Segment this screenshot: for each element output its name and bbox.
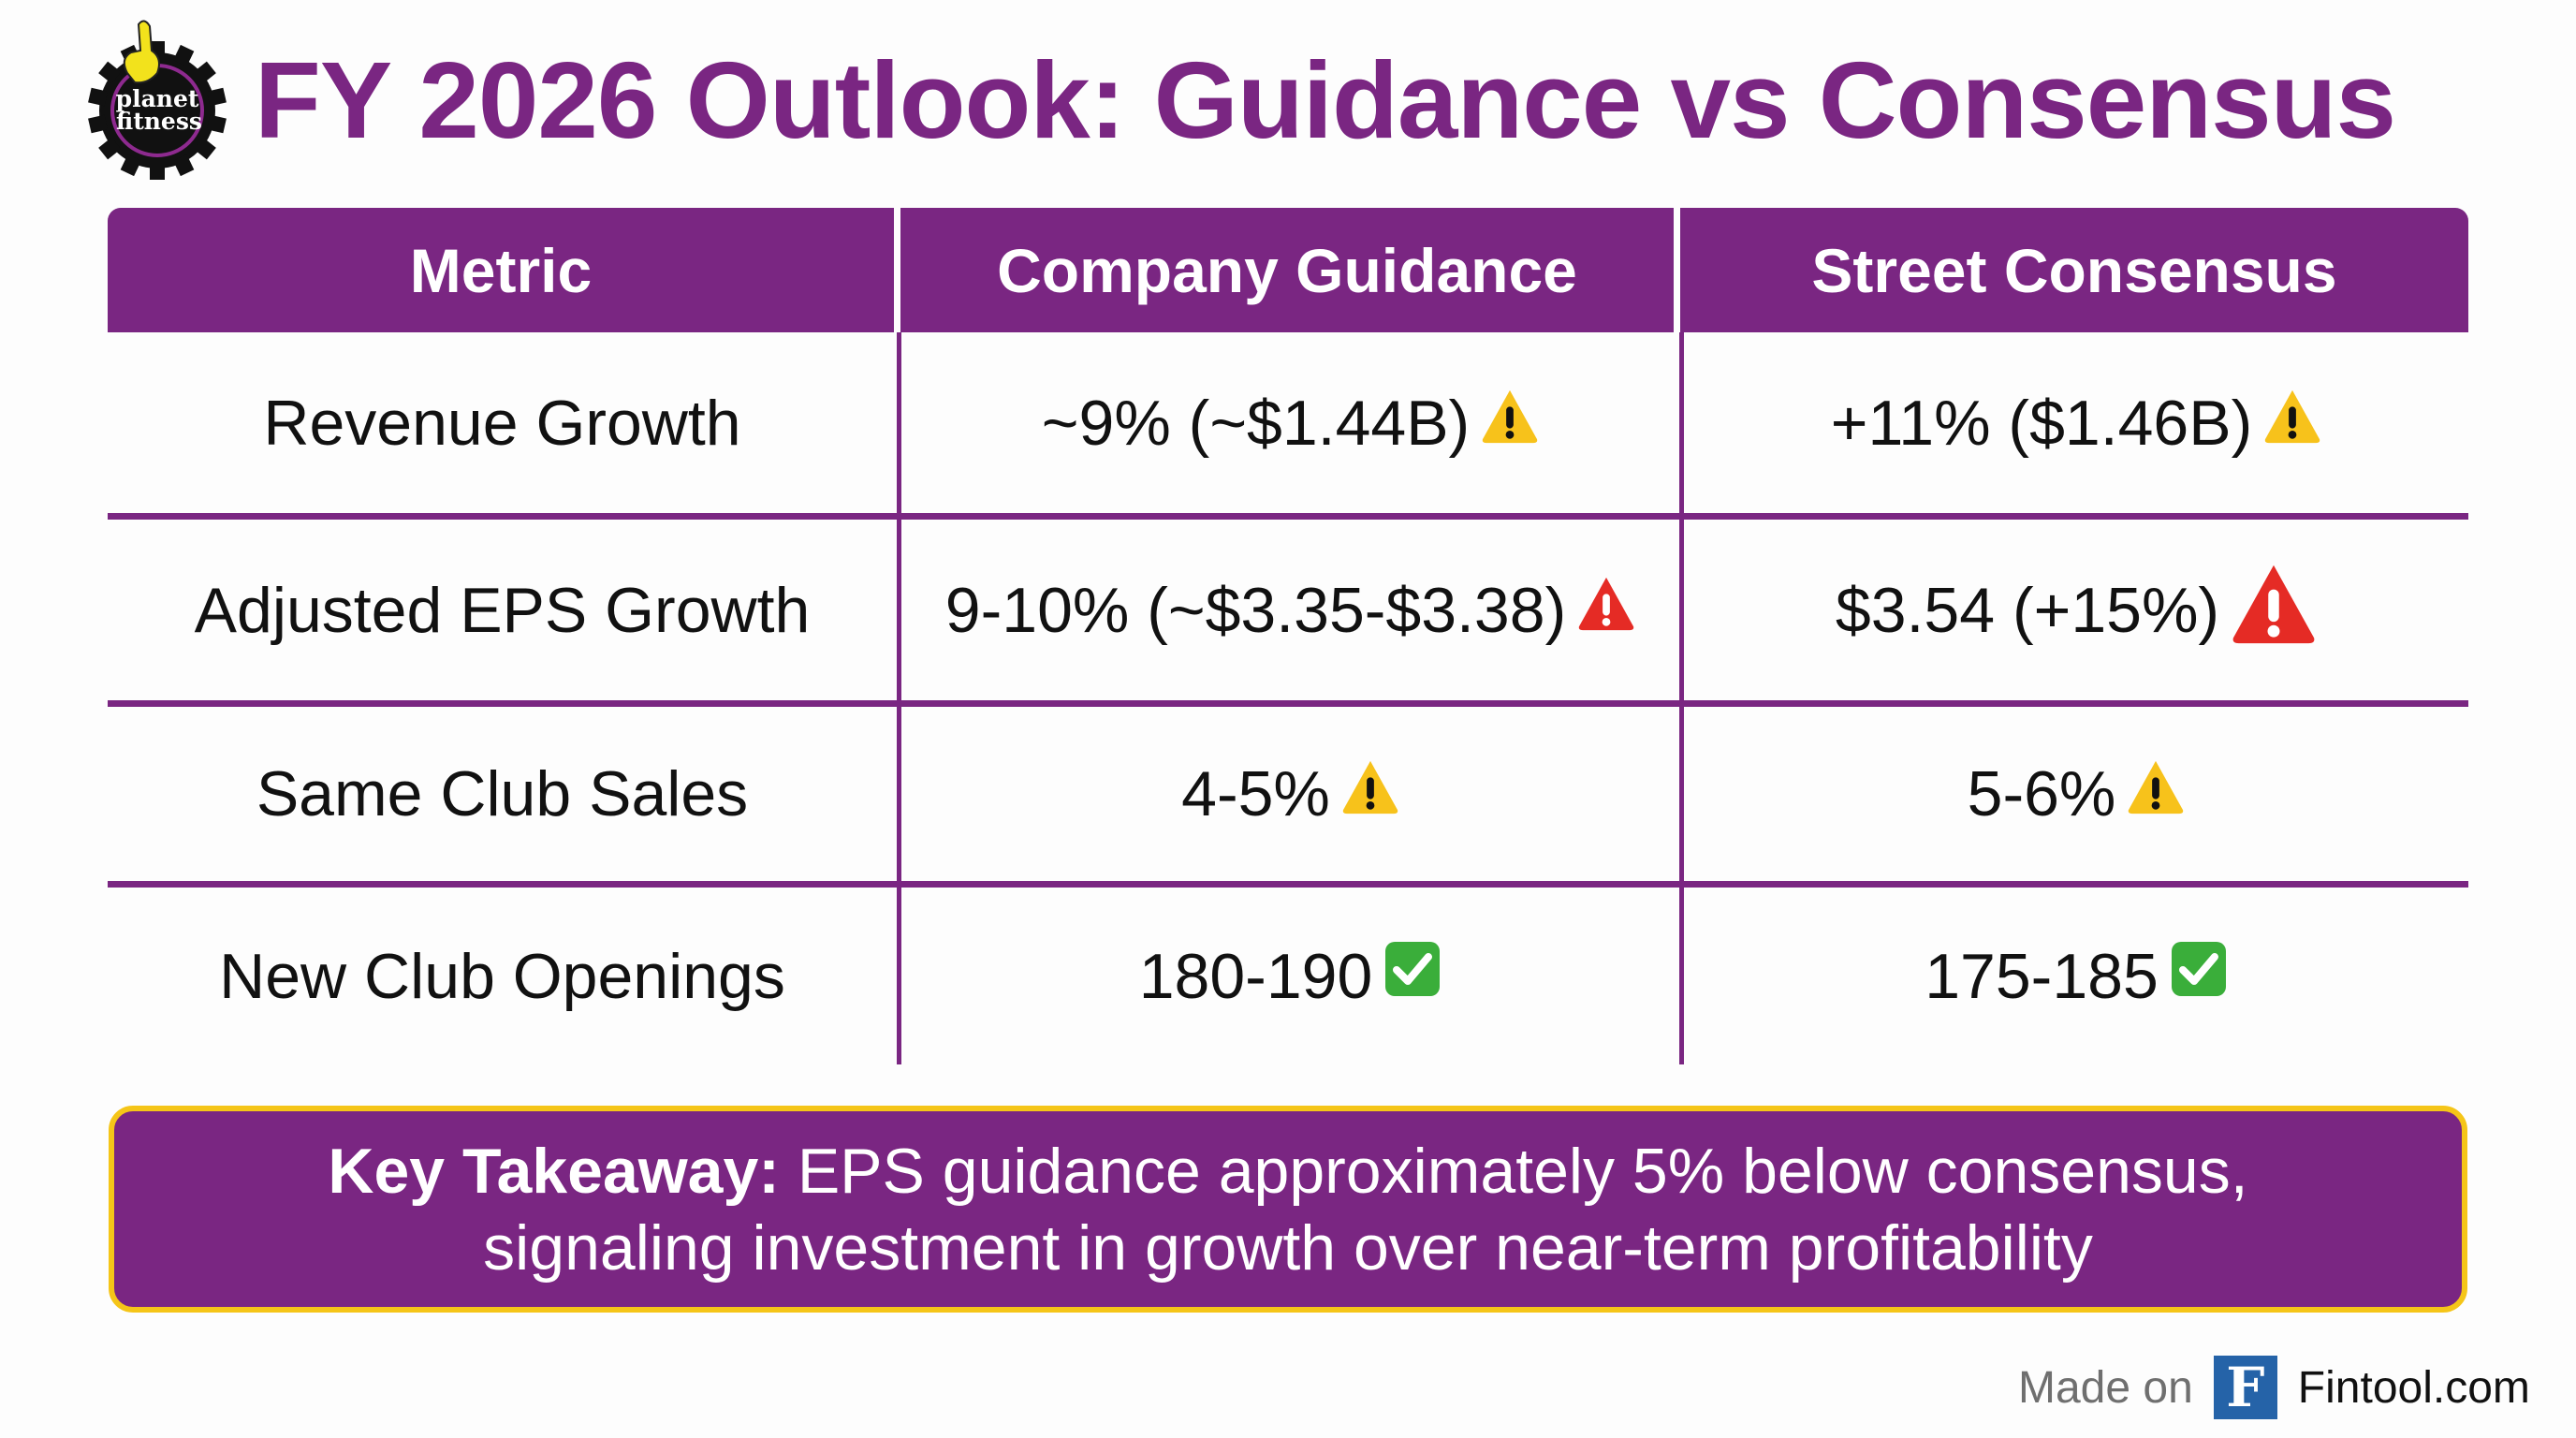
planet-fitness-logo: planet fitness [82,17,232,181]
consensus-value: +11% ($1.46B) [1830,387,2253,459]
consensus-cell: +11% ($1.46B) [1684,332,2468,513]
metric-cell: Revenue Growth [108,332,901,513]
table-row: New Club Openings 180-190 175-185 [108,888,2468,1064]
alert-icon [2231,560,2317,661]
check-icon [2170,940,2228,1013]
consensus-value: 5-6% [1967,758,2116,829]
metric-cell: New Club Openings [108,888,901,1064]
guidance-cell: 180-190 [901,888,1684,1064]
check-icon [1383,940,1442,1013]
alert-icon [1577,574,1635,647]
warning-icon [2127,757,2185,830]
guidance-value: ~9% (~$1.44B) [1041,387,1471,459]
footer: Made on F Fintool.com [2018,1356,2530,1419]
guidance-cell: ~9% (~$1.44B) [901,332,1684,513]
guidance-value: 4-5% [1181,758,1330,829]
consensus-cell: 175-185 [1684,888,2468,1064]
table-header: Metric Company Guidance Street Consensus [108,208,2468,332]
callout-text-1: EPS guidance approximately 5% below cons… [779,1135,2248,1207]
header-metric: Metric [108,208,894,332]
outlook-table: Metric Company Guidance Street Consensus… [108,208,2468,1064]
warning-icon [1481,387,1539,460]
consensus-value: 175-185 [1925,940,2159,1012]
table-row: Revenue Growth ~9% (~$1.44B) +11% ($1.46… [108,332,2468,520]
table-row: Same Club Sales 4-5% 5-6% [108,707,2468,888]
metric-label: New Club Openings [219,940,785,1012]
header-street-consensus: Street Consensus [1680,208,2468,332]
table-row: Adjusted EPS Growth 9-10% (~$3.35-$3.38)… [108,520,2468,707]
callout-label: Key Takeaway: [328,1135,780,1207]
warning-icon [1341,757,1399,830]
guidance-value: 9-10% (~$3.35-$3.38) [944,574,1567,646]
consensus-cell: 5-6% [1684,707,2468,881]
guidance-value: 180-190 [1138,940,1373,1012]
metric-label: Revenue Growth [263,387,741,459]
callout-line-1: Key Takeaway: EPS guidance approximately… [114,1133,2462,1210]
consensus-value: $3.54 (+15%) [1835,574,2220,646]
svg-text:fitness: fitness [116,108,202,135]
metric-cell: Adjusted EPS Growth [108,520,901,700]
metric-label: Same Club Sales [256,758,749,829]
svg-text:planet: planet [116,85,199,112]
metric-label: Adjusted EPS Growth [194,574,811,646]
metric-cell: Same Club Sales [108,707,901,881]
made-on-label: Made on [2018,1362,2193,1413]
page-title: FY 2026 Outlook: Guidance vs Consensus [255,39,2396,161]
fintool-logo: F [2213,1356,2277,1419]
header-company-guidance: Company Guidance [900,208,1674,332]
consensus-cell: $3.54 (+15%) [1684,520,2468,700]
guidance-cell: 9-10% (~$3.35-$3.38) [901,520,1684,700]
fintool-link[interactable]: Fintool.com [2297,1362,2530,1413]
guidance-cell: 4-5% [901,707,1684,881]
warning-icon [2263,387,2321,460]
callout-line-2: signaling investment in growth over near… [483,1211,2093,1284]
key-takeaway-callout: Key Takeaway: EPS guidance approximately… [109,1106,2467,1313]
